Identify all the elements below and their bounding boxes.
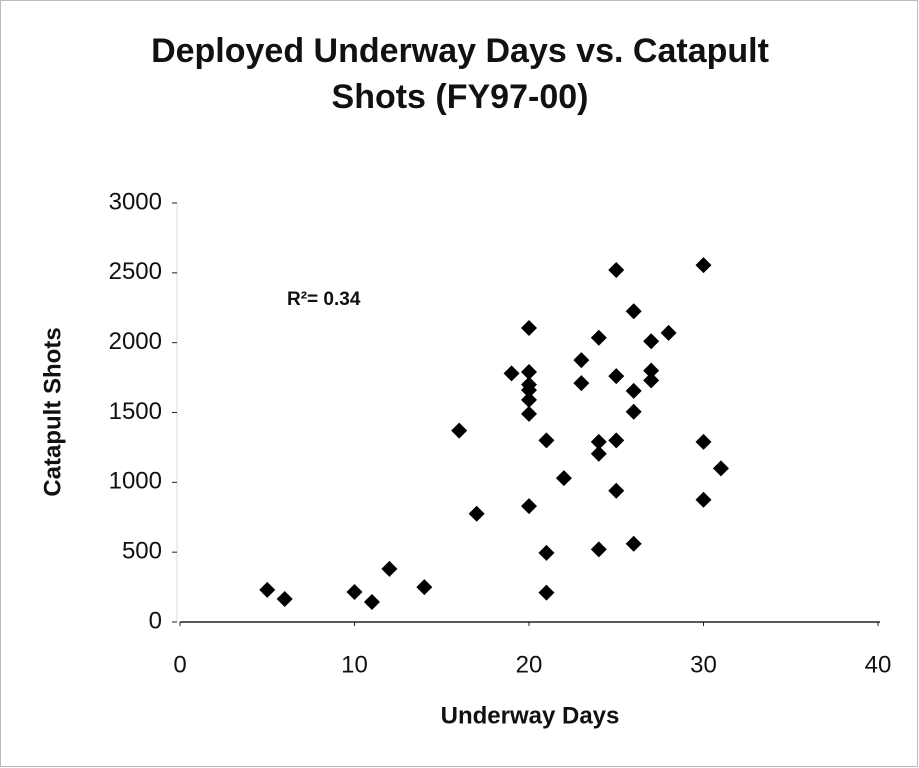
point <box>259 581 276 598</box>
point <box>625 382 642 399</box>
point <box>451 422 468 439</box>
point <box>625 535 642 552</box>
point <box>660 324 677 341</box>
point <box>625 403 642 420</box>
point <box>503 365 520 382</box>
point <box>363 594 380 611</box>
point <box>521 405 537 422</box>
x-axis-title: Underway Days <box>441 702 620 729</box>
point <box>590 433 607 450</box>
point <box>555 470 572 487</box>
point <box>538 544 555 561</box>
point <box>381 560 398 577</box>
point <box>521 498 537 515</box>
point <box>590 445 607 462</box>
x-tick-label: 30 <box>690 651 717 678</box>
point <box>521 382 537 399</box>
point <box>608 482 625 499</box>
y-tick-label: 2000 <box>109 328 162 355</box>
point <box>625 303 642 320</box>
point <box>590 329 607 346</box>
point <box>608 368 625 385</box>
point <box>695 491 712 508</box>
point <box>573 352 590 369</box>
y-tick-label: 1500 <box>109 398 162 425</box>
point <box>468 505 485 522</box>
point <box>695 257 712 274</box>
annotation: R²= 0.34 <box>287 289 361 310</box>
point <box>521 320 537 337</box>
point <box>643 372 660 389</box>
y-tick-label: 500 <box>122 538 162 565</box>
y-tick-label: 2500 <box>109 258 162 285</box>
x-tick-label: 20 <box>516 651 543 678</box>
point <box>573 375 590 392</box>
x-tick-label: 40 <box>865 651 892 678</box>
point <box>538 432 555 449</box>
point <box>608 262 625 279</box>
point <box>643 333 660 350</box>
x-tick-label: 10 <box>341 651 368 678</box>
point <box>695 433 712 450</box>
point <box>346 583 363 600</box>
y-tick-label: 1000 <box>109 468 162 495</box>
x-tick-label: 0 <box>173 651 186 678</box>
point <box>521 391 537 408</box>
point <box>643 362 660 379</box>
y-axis-title: Catapult Shots <box>39 327 66 496</box>
point <box>538 584 555 601</box>
point <box>608 432 625 449</box>
y-tick-label: 0 <box>149 607 162 634</box>
point <box>276 590 293 607</box>
point <box>712 460 729 477</box>
point <box>590 541 607 558</box>
point <box>416 579 433 596</box>
chart-title: Deployed Underway Days vs. Catapult Shot… <box>151 32 769 116</box>
y-tick-label: 3000 <box>109 188 162 215</box>
point <box>521 363 537 380</box>
